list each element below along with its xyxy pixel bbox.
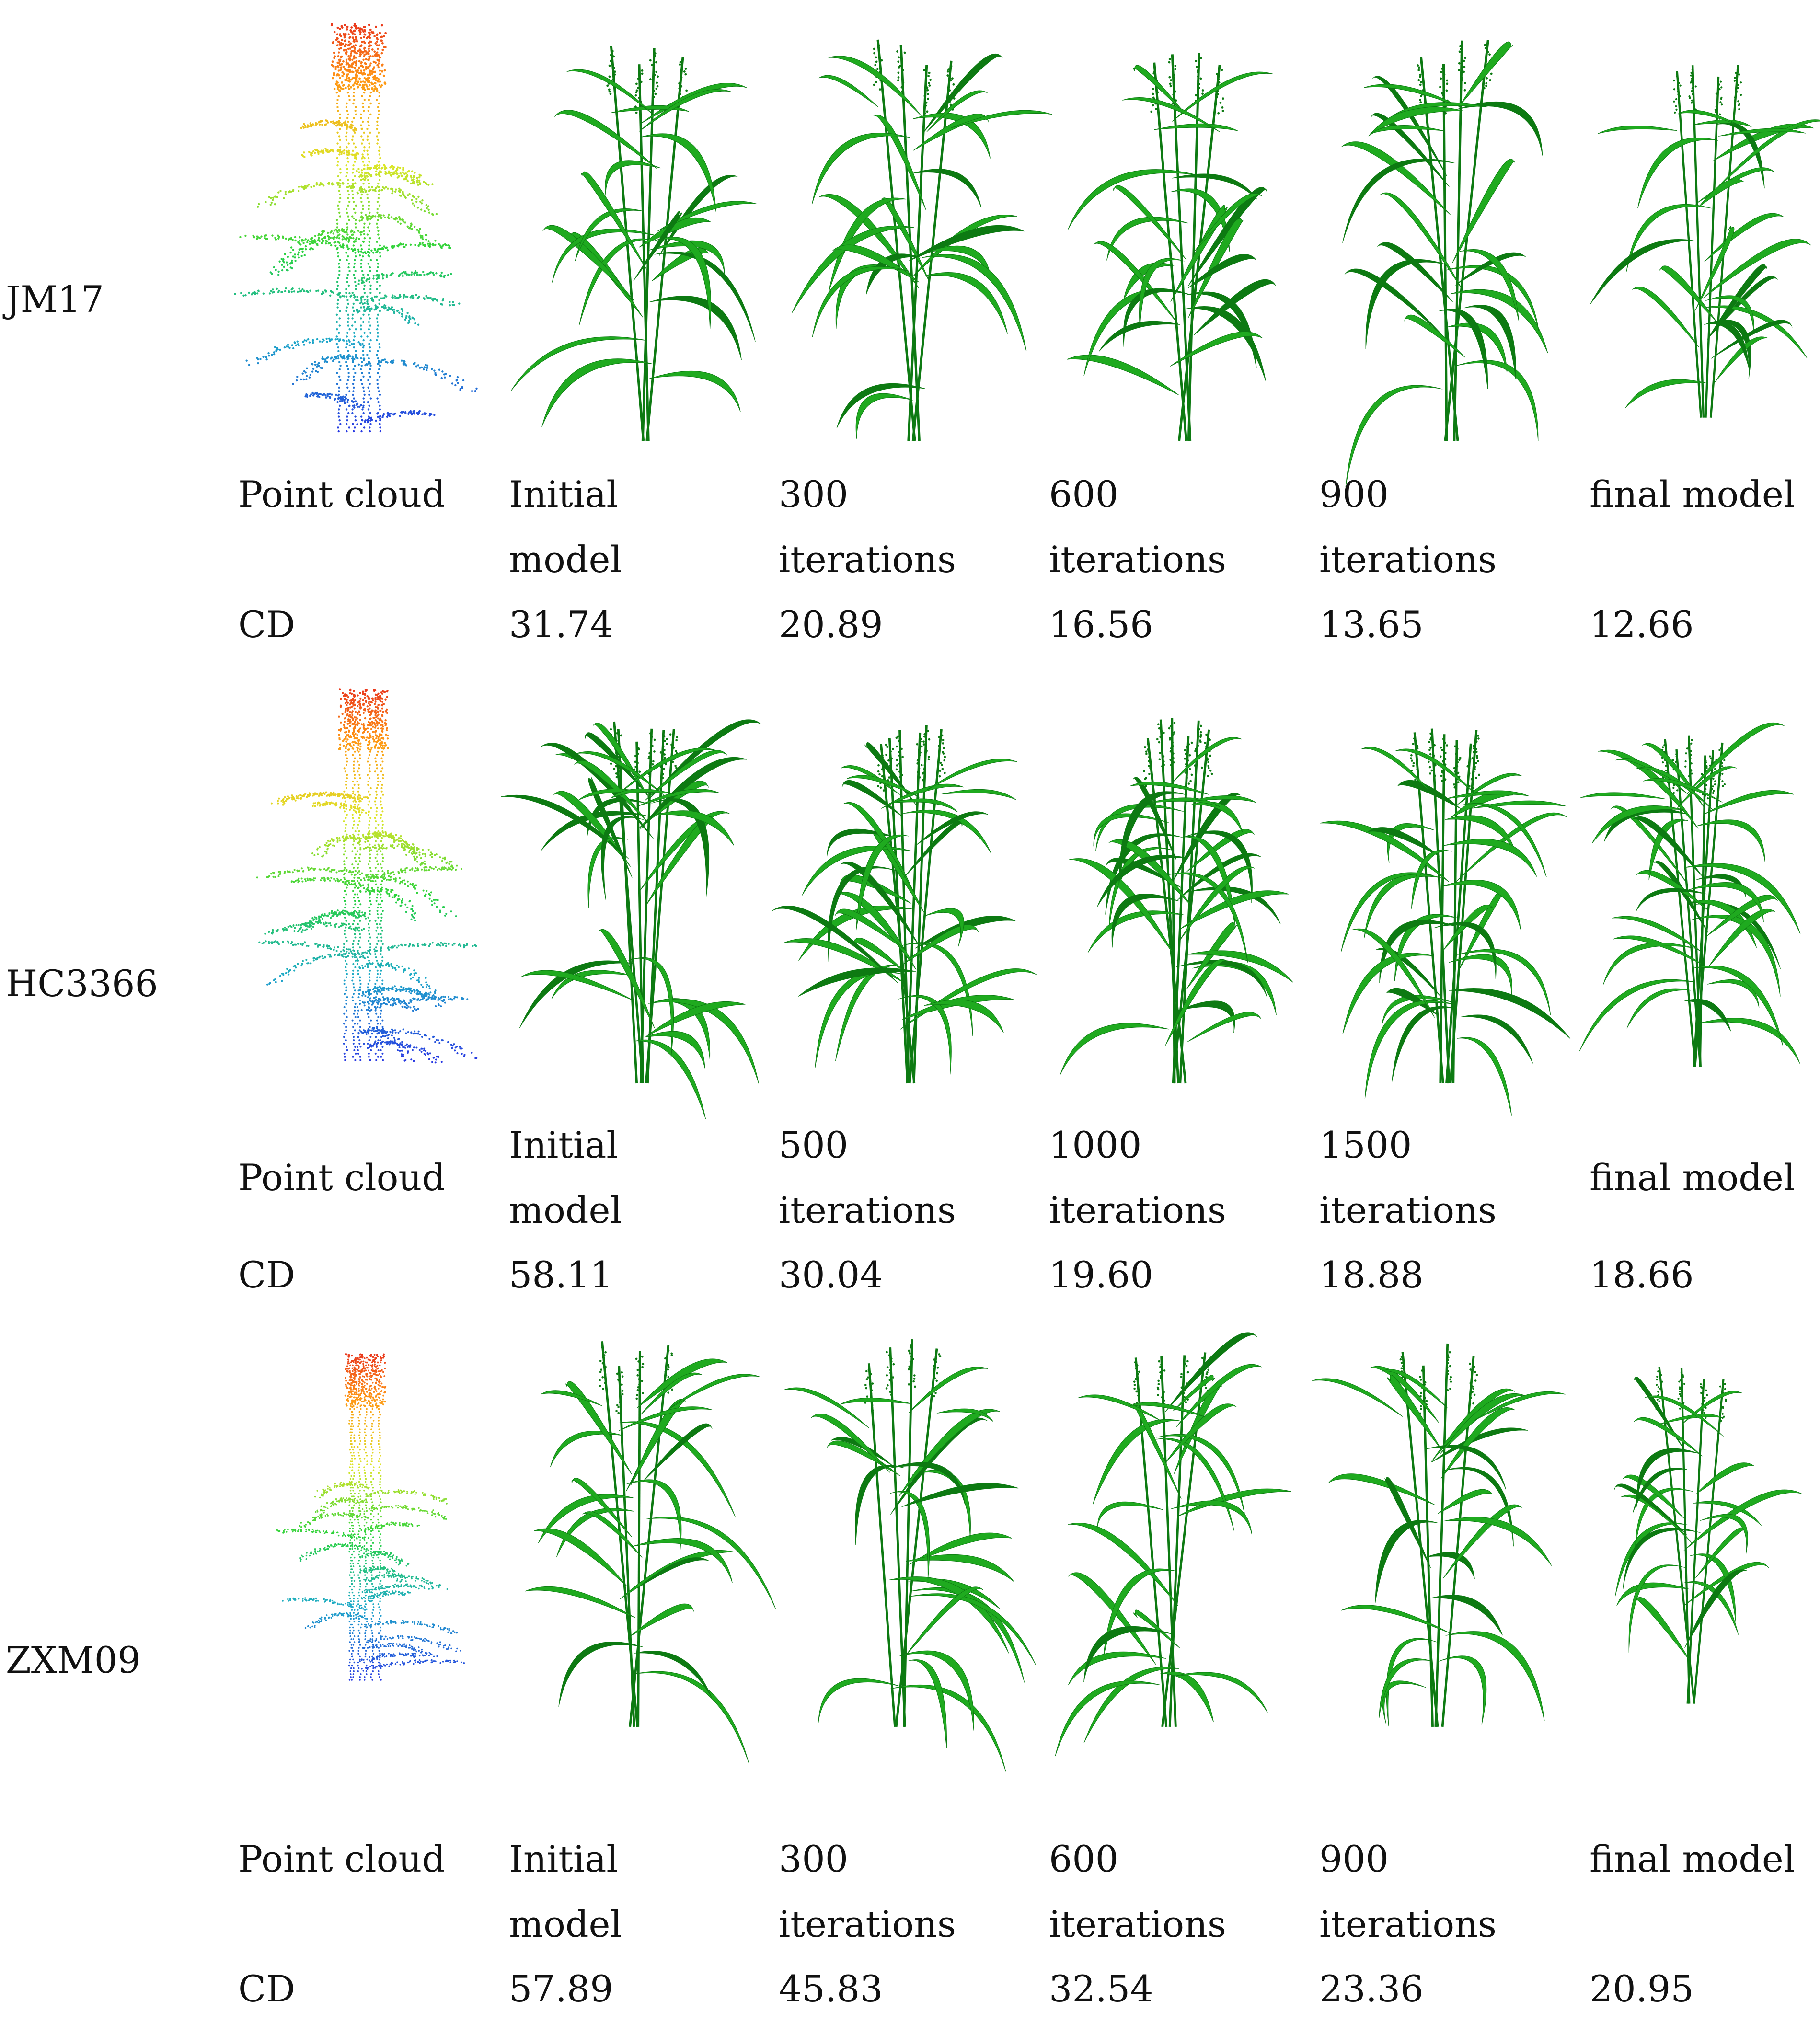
caption-text: 500 bbox=[779, 1124, 849, 1166]
caption-text: 600 bbox=[1049, 1838, 1119, 1880]
cd-value-hc3366-iter-a: 30.04 bbox=[779, 1253, 883, 1296]
plant-model-hc3366-iter-a bbox=[772, 725, 1037, 1084]
caption-zxm09-iter-c: 900 iterations bbox=[1319, 1827, 1497, 1957]
caption-text: 1000 bbox=[1049, 1124, 1142, 1166]
cd-value-zxm09-initial: 57.89 bbox=[509, 1967, 613, 2010]
cd-value-zxm09-iter-c: 23.36 bbox=[1319, 1967, 1424, 2010]
cd-label-jm17: CD bbox=[238, 603, 296, 646]
caption-text: model bbox=[509, 1189, 622, 1231]
cd-value-zxm09-final: 20.95 bbox=[1590, 1967, 1694, 2010]
cd-value-jm17-final: 12.66 bbox=[1590, 603, 1694, 646]
cd-value-jm17-iter-a: 20.89 bbox=[779, 603, 883, 646]
caption-jm17-iter-c: 900 iterations bbox=[1319, 462, 1497, 592]
caption-text: Initial bbox=[509, 1124, 618, 1166]
plant-model-zxm09-iter-c bbox=[1312, 1343, 1566, 1727]
caption-jm17-final: final model bbox=[1590, 462, 1795, 527]
caption-zxm09-final: final model bbox=[1590, 1827, 1795, 1892]
caption-text: iterations bbox=[1319, 538, 1497, 581]
cd-label-zxm09: CD bbox=[238, 1967, 296, 2010]
caption-text: iterations bbox=[1319, 1903, 1497, 1945]
cd-value-zxm09-iter-a: 45.83 bbox=[779, 1967, 883, 2010]
caption-text: final model bbox=[1590, 473, 1796, 516]
cd-value-hc3366-final: 18.66 bbox=[1590, 1253, 1694, 1296]
plant-model-zxm09-initial bbox=[525, 1341, 776, 1764]
caption-text: 300 bbox=[779, 473, 849, 516]
caption-hc3366-iter-b: 1000 iterations bbox=[1049, 1113, 1226, 1243]
caption-text: iterations bbox=[1049, 1903, 1227, 1945]
caption-text: iterations bbox=[1049, 538, 1227, 581]
caption-zxm09-initial: Initial model bbox=[509, 1827, 622, 1957]
plant-model-jm17-final bbox=[1590, 65, 1820, 418]
plant-model-zxm09-iter-b bbox=[1055, 1332, 1291, 1757]
caption-hc3366-initial: Initial model bbox=[509, 1113, 622, 1243]
cd-value-hc3366-initial: 58.11 bbox=[509, 1253, 613, 1296]
caption-jm17-iter-a: 300 iterations bbox=[779, 462, 956, 592]
plant-model-jm17-initial bbox=[510, 45, 757, 441]
caption-zxm09-point-cloud: Point cloud bbox=[238, 1827, 445, 1892]
caption-hc3366-iter-c: 1500 iterations bbox=[1319, 1113, 1497, 1243]
plant-model-hc3366-final bbox=[1579, 722, 1801, 1067]
caption-text: Initial bbox=[509, 1838, 618, 1880]
caption-text: 900 bbox=[1319, 1838, 1389, 1880]
plant-model-jm17-iter-b bbox=[1066, 52, 1276, 441]
caption-text: 1500 bbox=[1319, 1124, 1412, 1166]
caption-jm17-initial: Initial model bbox=[509, 462, 622, 592]
plant-model-hc3366-iter-b bbox=[1060, 718, 1293, 1084]
cd-value-zxm09-iter-b: 32.54 bbox=[1049, 1967, 1153, 2010]
caption-hc3366-final: final model bbox=[1590, 1145, 1795, 1210]
variety-label-jm17: JM17 bbox=[6, 278, 104, 321]
cd-value-jm17-initial: 31.74 bbox=[509, 603, 613, 646]
plant-model-jm17-iter-c bbox=[1341, 40, 1548, 487]
plant-model-hc3366-iter-c bbox=[1320, 728, 1571, 1116]
caption-text: model bbox=[509, 538, 622, 581]
caption-text: 300 bbox=[779, 1838, 849, 1880]
caption-text: iterations bbox=[1049, 1189, 1227, 1231]
point-cloud-hc3366 bbox=[256, 688, 478, 1064]
variety-label-zxm09: ZXM09 bbox=[6, 1639, 141, 1681]
caption-text: iterations bbox=[779, 1189, 956, 1231]
caption-zxm09-iter-b: 600 iterations bbox=[1049, 1827, 1226, 1957]
caption-text: Point cloud bbox=[238, 1838, 445, 1880]
plant-model-zxm09-iter-a bbox=[783, 1339, 1036, 1772]
caption-text: model bbox=[509, 1903, 622, 1945]
caption-text: iterations bbox=[779, 538, 956, 581]
caption-text: final model bbox=[1590, 1156, 1796, 1199]
caption-jm17-point-cloud: Point cloud bbox=[238, 462, 445, 527]
point-cloud-zxm09 bbox=[276, 1353, 465, 1681]
caption-text: iterations bbox=[1319, 1189, 1497, 1231]
caption-hc3366-iter-a: 500 iterations bbox=[779, 1113, 956, 1243]
caption-text: Initial bbox=[509, 473, 618, 516]
caption-text: iterations bbox=[779, 1903, 956, 1945]
caption-hc3366-point-cloud: Point cloud bbox=[238, 1145, 445, 1210]
plant-model-hc3366-initial bbox=[501, 719, 762, 1119]
cd-value-hc3366-iter-c: 18.88 bbox=[1319, 1253, 1424, 1296]
plant-model-jm17-iter-a bbox=[791, 39, 1052, 441]
caption-text: Point cloud bbox=[238, 1156, 445, 1199]
caption-text: Point cloud bbox=[238, 473, 445, 516]
caption-text: 600 bbox=[1049, 473, 1119, 516]
point-cloud-jm17 bbox=[234, 23, 478, 433]
caption-jm17-iter-b: 600 iterations bbox=[1049, 462, 1226, 592]
cd-label-hc3366: CD bbox=[238, 1253, 296, 1296]
variety-label-hc3366: HC3366 bbox=[6, 962, 158, 1005]
cd-value-jm17-iter-c: 13.65 bbox=[1319, 603, 1424, 646]
cd-value-hc3366-iter-b: 19.60 bbox=[1049, 1253, 1153, 1296]
plant-model-zxm09-final bbox=[1614, 1367, 1802, 1704]
caption-zxm09-iter-a: 300 iterations bbox=[779, 1827, 956, 1957]
cd-value-jm17-iter-b: 16.56 bbox=[1049, 603, 1153, 646]
caption-text: final model bbox=[1590, 1838, 1796, 1880]
caption-text: 900 bbox=[1319, 473, 1389, 516]
